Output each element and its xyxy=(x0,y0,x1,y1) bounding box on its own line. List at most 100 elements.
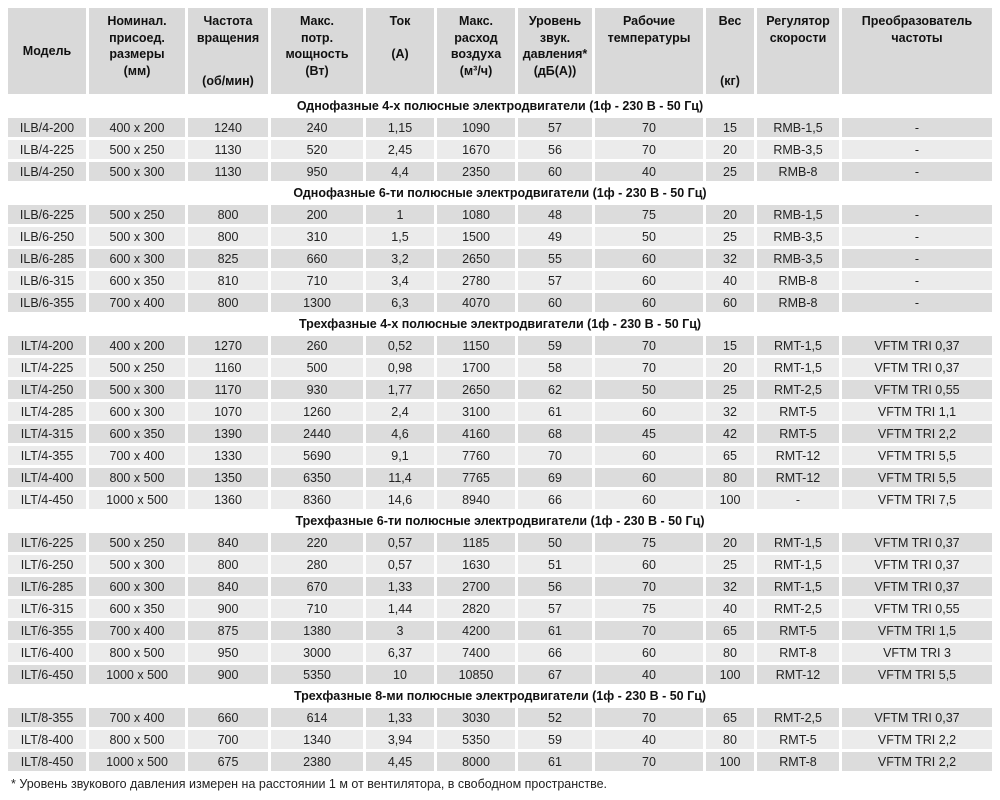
cell-rotation-speed: 840 xyxy=(188,577,268,596)
cell-rotation-speed: 900 xyxy=(188,665,268,684)
cell-weight: 32 xyxy=(706,402,754,421)
cell-noise-level: 58 xyxy=(518,358,592,377)
section-title-row: Однофазные 6-ти полюсные электродвигател… xyxy=(8,184,992,202)
cell-noise-level: 59 xyxy=(518,336,592,355)
cell-rotation-speed: 1070 xyxy=(188,402,268,421)
cell-weight: 100 xyxy=(706,665,754,684)
cell-frequency-converter: - xyxy=(842,271,992,290)
cell-current: 3 xyxy=(366,621,434,640)
table-row-ILT/4-200: ILT/4-200 400 x 200 1270 260 0,52 1150 59 70 15 R… xyxy=(8,336,992,355)
cell-model: ILT/4-285 xyxy=(8,402,86,421)
cell-weight: 15 xyxy=(706,118,754,137)
cell-model: ILT/4-355 xyxy=(8,446,86,465)
col-header-max-power-label: Макс. потр. мощность (Вт) xyxy=(285,14,349,78)
cell-frequency-converter: VFTM TRI 5,5 xyxy=(842,468,992,487)
col-header-model-label: Модель xyxy=(22,43,72,58)
cell-model: ILT/6-400 xyxy=(8,643,86,662)
cell-current: 10 xyxy=(366,665,434,684)
cell-noise-level: 57 xyxy=(518,599,592,618)
section-title: Трехфазные 8-ми полюсные электродвигател… xyxy=(8,687,992,705)
table-row-ILT/4-355: ILT/4-355 700 x 400 1330 5690 9,1 7760 70 60 65 R… xyxy=(8,446,992,465)
cell-weight: 80 xyxy=(706,730,754,749)
cell-working-temp: 60 xyxy=(595,446,703,465)
table-row-ILT/4-225: ILT/4-225 500 x 250 1160 500 0,98 1700 58 70 20 R… xyxy=(8,358,992,377)
cell-rotation-speed: 800 xyxy=(188,555,268,574)
cell-model: ILB/6-250 xyxy=(8,227,86,246)
col-header-frequency-converter-label: Преобразователь частоты xyxy=(861,14,973,45)
cell-speed-regulator: RMT-1,5 xyxy=(757,533,839,552)
cell-max-airflow: 5350 xyxy=(437,730,515,749)
cell-model: ILT/8-450 xyxy=(8,752,86,771)
section-title: Трехфазные 4-х полюсные электродвигатели… xyxy=(8,315,992,333)
cell-current: 3,4 xyxy=(366,271,434,290)
cell-frequency-converter: VFTM TRI 0,55 xyxy=(842,380,992,399)
cell-current: 9,1 xyxy=(366,446,434,465)
cell-weight: 60 xyxy=(706,293,754,312)
cell-max-airflow: 4200 xyxy=(437,621,515,640)
cell-max-power: 1260 xyxy=(271,402,363,421)
cell-max-airflow: 1700 xyxy=(437,358,515,377)
cell-weight: 40 xyxy=(706,599,754,618)
table-row-ILT/4-285: ILT/4-285 600 x 300 1070 1260 2,4 3100 61 60 32 R… xyxy=(8,402,992,421)
cell-current: 2,45 xyxy=(366,140,434,159)
section-title: Однофазные 4-х полюсные электродвигатели… xyxy=(8,97,992,115)
table-row-ILT/6-285: ILT/6-285 600 x 300 840 670 1,33 2700 56 70 32 RM… xyxy=(8,577,992,596)
cell-max-power: 500 xyxy=(271,358,363,377)
cell-weight: 20 xyxy=(706,140,754,159)
table-row-ILB/6-355: ILB/6-355 700 x 400 800 1300 6,3 4070 60 60 60 RM… xyxy=(8,293,992,312)
cell-dimensions: 500 x 300 xyxy=(89,227,185,246)
cell-model: ILB/4-200 xyxy=(8,118,86,137)
table-row-ILT/8-355: ILT/8-355 700 x 400 660 614 1,33 3030 52 70 65 RM… xyxy=(8,708,992,727)
cell-weight: 25 xyxy=(706,162,754,181)
section-title: Трехфазные 6-ти полюсные электродвигател… xyxy=(8,512,992,530)
table-row-ILT/6-400: ILT/6-400 800 x 500 950 3000 6,37 7400 66 60 80 R… xyxy=(8,643,992,662)
cell-rotation-speed: 1160 xyxy=(188,358,268,377)
cell-noise-level: 49 xyxy=(518,227,592,246)
cell-working-temp: 70 xyxy=(595,336,703,355)
cell-noise-level: 61 xyxy=(518,402,592,421)
cell-current: 3,94 xyxy=(366,730,434,749)
section-title-row: Трехфазные 8-ми полюсные электродвигател… xyxy=(8,687,992,705)
cell-rotation-speed: 1130 xyxy=(188,140,268,159)
cell-current: 1,5 xyxy=(366,227,434,246)
cell-model: ILB/6-315 xyxy=(8,271,86,290)
cell-weight: 25 xyxy=(706,227,754,246)
cell-weight: 80 xyxy=(706,468,754,487)
cell-rotation-speed: 1330 xyxy=(188,446,268,465)
cell-dimensions: 800 x 500 xyxy=(89,730,185,749)
fan-spec-table: Модель Номинал. присоед. размеры (мм) Ча… xyxy=(5,5,995,774)
cell-weight: 65 xyxy=(706,446,754,465)
cell-working-temp: 60 xyxy=(595,293,703,312)
table-row-ILT/6-250: ILT/6-250 500 x 300 800 280 0,57 1630 51 60 25 RM… xyxy=(8,555,992,574)
cell-current: 1,15 xyxy=(366,118,434,137)
cell-noise-level: 50 xyxy=(518,533,592,552)
cell-weight: 65 xyxy=(706,708,754,727)
cell-max-airflow: 2650 xyxy=(437,380,515,399)
cell-current: 1,33 xyxy=(366,708,434,727)
cell-speed-regulator: RMB-1,5 xyxy=(757,205,839,224)
cell-model: ILT/6-250 xyxy=(8,555,86,574)
cell-dimensions: 800 x 500 xyxy=(89,468,185,487)
cell-working-temp: 75 xyxy=(595,599,703,618)
cell-working-temp: 60 xyxy=(595,271,703,290)
cell-rotation-speed: 900 xyxy=(188,599,268,618)
cell-max-power: 2440 xyxy=(271,424,363,443)
cell-current: 0,52 xyxy=(366,336,434,355)
cell-current: 6,37 xyxy=(366,643,434,662)
cell-speed-regulator: RMB-8 xyxy=(757,271,839,290)
table-row-ILB/6-315: ILB/6-315 600 x 350 810 710 3,4 2780 57 60 40 RMB… xyxy=(8,271,992,290)
cell-noise-level: 66 xyxy=(518,643,592,662)
col-header-noise-level-label: Уровень звук. давления* (дБ(А)) xyxy=(522,14,588,78)
cell-dimensions: 500 x 250 xyxy=(89,358,185,377)
cell-speed-regulator: - xyxy=(757,490,839,509)
cell-max-airflow: 1630 xyxy=(437,555,515,574)
table-row-ILT/6-355: ILT/6-355 700 x 400 875 1380 3 4200 61 70 65 RMT-… xyxy=(8,621,992,640)
cell-max-power: 8360 xyxy=(271,490,363,509)
cell-rotation-speed: 800 xyxy=(188,205,268,224)
cell-weight: 20 xyxy=(706,358,754,377)
cell-model: ILT/4-315 xyxy=(8,424,86,443)
col-header-weight-label: Вес xyxy=(718,14,742,28)
cell-model: ILT/6-355 xyxy=(8,621,86,640)
col-header-frequency-converter: Преобразователь частоты xyxy=(842,8,992,94)
cell-weight: 20 xyxy=(706,533,754,552)
